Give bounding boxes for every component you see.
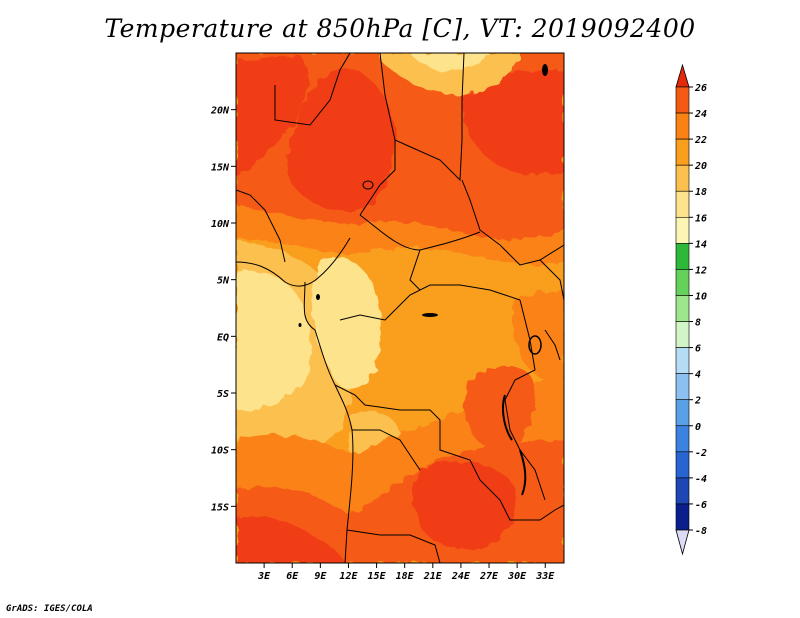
colorbar-swatch bbox=[675, 216, 690, 244]
colorbar-label: 26 bbox=[694, 83, 707, 94]
colorbar-label: -8 bbox=[695, 526, 707, 537]
colorbar-label: 14 bbox=[695, 239, 707, 250]
grads-credit: GrADS: IGES/COLA bbox=[6, 604, 93, 614]
y-tick-label: 15N bbox=[211, 162, 230, 173]
y-tick-label: 10S bbox=[211, 446, 229, 457]
colorbar-swatch bbox=[675, 503, 690, 531]
y-tick-label: 5S bbox=[217, 389, 229, 400]
colorbar-swatch bbox=[675, 347, 690, 374]
map-title: Temperature at 850hPa [C], VT: 201909240… bbox=[104, 14, 696, 43]
colorbar-label: 22 bbox=[694, 135, 707, 146]
x-tick-label: 3E bbox=[257, 571, 271, 582]
colorbar-swatch bbox=[675, 138, 690, 166]
temp-zone-16c-ocean bbox=[236, 269, 312, 411]
temp-zone-22c-north-edge bbox=[236, 205, 564, 266]
colorbar-swatch bbox=[675, 190, 690, 218]
colorbar-label: 4 bbox=[695, 370, 701, 381]
colorbar-label: 0 bbox=[695, 422, 701, 433]
temp-zone-26c-sahel-west bbox=[236, 55, 309, 175]
colorbar-swatch bbox=[675, 164, 690, 192]
colorbar-swatch bbox=[675, 269, 690, 296]
colorbar-label: 20 bbox=[694, 161, 707, 172]
colorbar-label: -2 bbox=[695, 448, 707, 459]
colorbar-label: -4 bbox=[695, 474, 707, 485]
x-tick-label: 18E bbox=[396, 571, 415, 582]
temp-zone-26c-sudan bbox=[462, 70, 564, 176]
colorbar-swatch bbox=[675, 373, 690, 401]
colorbar-label: 10 bbox=[695, 291, 707, 302]
x-tick-label: 30E bbox=[507, 571, 527, 582]
temp-zone-16c-sahara-peak bbox=[410, 53, 490, 71]
map-frame bbox=[235, 52, 565, 564]
y-tick-label: 20N bbox=[210, 106, 230, 117]
colorbar-label: 2 bbox=[694, 396, 701, 407]
latitude-axis: 20N 15N 10N 5N EQ 5S 10S 15S bbox=[210, 106, 236, 513]
colorbar-bottom-arrow bbox=[675, 529, 690, 556]
colorbar-swatch bbox=[675, 295, 690, 322]
colorbar-label: -6 bbox=[695, 500, 707, 511]
y-tick-label: 10N bbox=[211, 219, 230, 230]
colorbar-swatch bbox=[675, 86, 690, 114]
longitude-axis: 3E 6E 9E 12E 15E 18E 21E 24E 27E 30E 33E bbox=[257, 563, 555, 582]
colorbar-label: 16 bbox=[695, 213, 707, 224]
lakes bbox=[298, 64, 548, 496]
y-tick-label: EQ bbox=[217, 332, 229, 343]
y-tick-label: 5N bbox=[217, 276, 230, 287]
temp-zone-26c-chad bbox=[287, 68, 396, 211]
colorbar-swatch bbox=[675, 451, 690, 479]
colorbar-swatch bbox=[675, 425, 690, 453]
colorbar-swatch bbox=[675, 399, 690, 427]
y-tick-label: 15S bbox=[211, 502, 229, 513]
colorbar-label: 6 bbox=[695, 344, 701, 355]
colorbar-swatch bbox=[675, 477, 690, 505]
x-tick-label: 33E bbox=[535, 571, 555, 582]
x-tick-label: 24E bbox=[451, 571, 471, 582]
colorbar-swatch bbox=[675, 243, 690, 270]
x-tick-label: 15E bbox=[368, 571, 387, 582]
x-tick-label: 21E bbox=[423, 571, 443, 582]
colorbar-swatch bbox=[675, 321, 690, 348]
colorbar-top-arrow bbox=[675, 63, 690, 88]
x-tick-label: 6E bbox=[286, 571, 299, 582]
colorbar-label: 8 bbox=[695, 318, 701, 329]
temp-zone-22c-east-highlands bbox=[512, 290, 564, 382]
temperature-map bbox=[236, 53, 564, 563]
country-boundaries bbox=[236, 53, 564, 563]
temp-zone-24c-east-rift bbox=[464, 365, 536, 449]
colorbar-label: 12 bbox=[695, 265, 707, 276]
colorbar-label: 18 bbox=[695, 187, 707, 198]
temp-zone-26c-southwest bbox=[236, 516, 345, 563]
colorbar-label: 24 bbox=[694, 109, 707, 120]
temp-zone-16c-cameroon bbox=[311, 256, 382, 389]
x-tick-label: 27E bbox=[479, 571, 499, 582]
x-tick-label: 9E bbox=[314, 571, 327, 582]
x-tick-label: 12E bbox=[339, 571, 358, 582]
colorbar-swatch bbox=[675, 112, 690, 140]
temp-zone-20c-sahara bbox=[380, 53, 520, 95]
temp-zone-26c-zambia bbox=[412, 461, 518, 549]
